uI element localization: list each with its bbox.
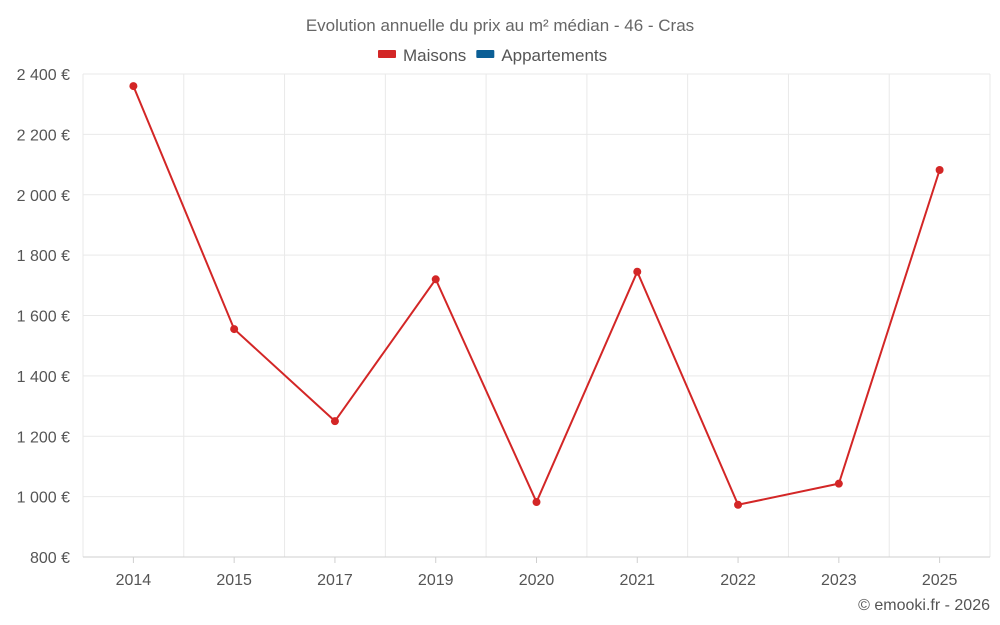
- data-point[interactable]: [935, 165, 944, 174]
- legend-item-maisons[interactable]: Maisons: [378, 46, 466, 65]
- data-point[interactable]: [734, 500, 743, 509]
- data-point[interactable]: [532, 498, 541, 507]
- grid: [82, 73, 991, 557]
- y-tick-label: 1 000 €: [17, 490, 70, 507]
- x-tick-label: 2022: [720, 572, 756, 589]
- series-layer: [129, 82, 944, 509]
- legend: Maisons Appartements: [378, 46, 607, 65]
- x-tick-label: 2025: [922, 572, 958, 589]
- data-point[interactable]: [431, 275, 440, 284]
- data-point[interactable]: [330, 417, 339, 426]
- x-tick-label: 2014: [116, 572, 152, 589]
- y-tick-label: 1 600 €: [17, 309, 70, 326]
- y-tick-label: 1 400 €: [17, 369, 70, 386]
- data-point[interactable]: [230, 325, 239, 334]
- x-tick-label: 2021: [619, 572, 655, 589]
- chart-title: Evolution annuelle du prix au m² médian …: [306, 16, 694, 35]
- y-tick-label: 1 800 €: [17, 248, 70, 265]
- x-tick-label: 2020: [519, 572, 555, 589]
- data-point[interactable]: [129, 82, 138, 91]
- data-point[interactable]: [633, 267, 642, 276]
- x-tick-label: 2017: [317, 572, 353, 589]
- axes: 800 € 1 000 € 1 200 € 1 400 € 1 600 € 1 800 €…: [17, 67, 990, 589]
- legend-item-appartements[interactable]: Appartements: [476, 46, 607, 65]
- y-tick-label: 2 200 €: [17, 127, 70, 144]
- legend-label: Appartements: [501, 46, 607, 65]
- legend-swatch: [476, 50, 495, 58]
- data-point[interactable]: [834, 479, 843, 488]
- x-tick-label: 2019: [418, 572, 454, 589]
- credit-text: © emooki.fr - 2026: [858, 597, 990, 614]
- legend-label: Maisons: [403, 46, 466, 65]
- x-tick-label: 2015: [216, 572, 252, 589]
- legend-swatch: [378, 50, 396, 58]
- y-tick-label: 2 000 €: [17, 188, 70, 205]
- y-tick-label: 800 €: [30, 550, 70, 567]
- series-line-maisons: [132, 85, 941, 506]
- y-tick-label: 1 200 €: [17, 429, 70, 446]
- y-tick-label: 2 400 €: [17, 67, 70, 84]
- x-tick-label: 2023: [821, 572, 857, 589]
